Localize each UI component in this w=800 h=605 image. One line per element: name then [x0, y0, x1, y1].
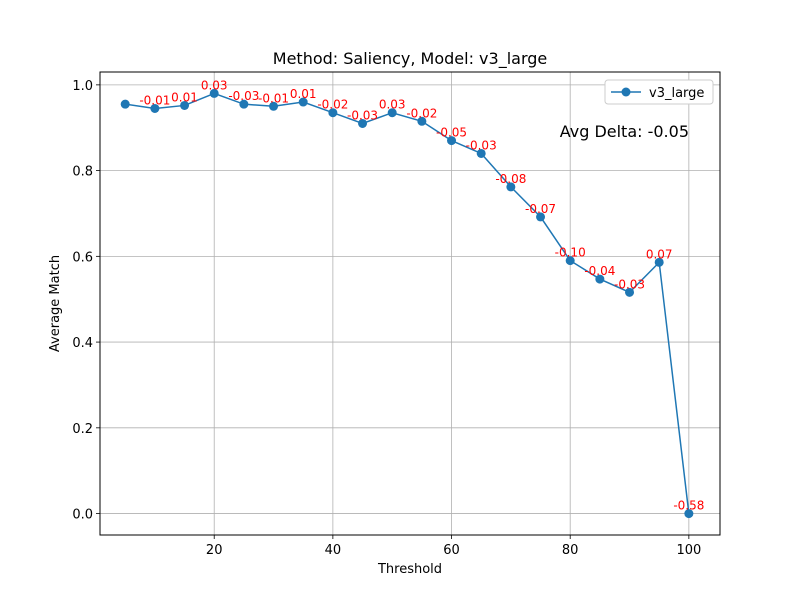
plot-frame: [99, 71, 721, 536]
series-line-v3-large: [125, 92, 690, 514]
delta-label: -0.08: [495, 172, 526, 186]
delta-label: -0.05: [436, 126, 467, 140]
delta-label: -0.03: [228, 89, 259, 103]
y-tick-label: 1.0: [72, 79, 93, 94]
data-point: [447, 136, 457, 146]
legend-marker-swatch: [621, 87, 631, 97]
data-point: [328, 108, 338, 118]
data-point: [239, 99, 249, 109]
delta-label: 0.01: [290, 87, 317, 101]
x-tick-label: 20: [206, 543, 223, 558]
y-axis-title: Average Match: [48, 255, 63, 352]
data-point: [595, 274, 605, 284]
y-tick-label: 0.4: [72, 336, 93, 351]
x-axis-title: Threshold: [377, 562, 442, 577]
delta-label: -0.02: [406, 106, 437, 120]
data-point: [476, 148, 486, 158]
legend-label: v3_large: [649, 86, 704, 101]
delta-label: -0.07: [525, 202, 556, 216]
delta-label: 0.03: [201, 78, 228, 92]
data-point: [150, 103, 160, 113]
data-point: [625, 287, 635, 297]
x-tick-label: 80: [562, 543, 579, 558]
annotation-layer: -0.01 0.010.03-0.03-0.01 0.01-0.02-0.030.0…: [139, 78, 704, 512]
data-point: [506, 182, 516, 192]
delta-label: -0.01: [139, 93, 170, 107]
x-tick-label: 60: [443, 543, 460, 558]
data-point: [684, 509, 694, 519]
data-point: [654, 257, 664, 267]
delta-label: -0.58: [673, 499, 704, 513]
data-point: [358, 118, 368, 128]
data-point: [536, 212, 546, 222]
data-point: [209, 88, 219, 98]
legend: v3_large: [604, 79, 714, 105]
delta-label: -0.01: [258, 91, 289, 105]
delta-label: -0.03: [347, 108, 378, 122]
y-tick-label: 0.0: [72, 508, 93, 523]
delta-label: -0.10: [555, 246, 586, 260]
data-point: [180, 100, 190, 110]
delta-label: -0.03: [466, 138, 497, 152]
data-point: [120, 99, 130, 109]
y-tick-label: 0.2: [72, 422, 93, 437]
delta-label: -0.04: [584, 264, 615, 278]
delta-label: 0.01: [171, 90, 198, 104]
avg-delta-annotation: Avg Delta: -0.05: [560, 122, 689, 141]
data-point: [565, 256, 575, 266]
data-point: [387, 108, 397, 118]
delta-label: -0.02: [317, 98, 348, 112]
delta-label: -0.03: [614, 277, 645, 291]
delta-label: 0.03: [379, 98, 406, 112]
y-tick-label: 0.8: [72, 165, 93, 180]
data-point: [269, 101, 279, 111]
legend-box: [604, 79, 714, 105]
x-tick-label: 100: [676, 543, 701, 558]
data-point: [417, 116, 427, 126]
chart-title: Method: Saliency, Model: v3_large: [273, 49, 547, 69]
x-tick-label: 40: [325, 543, 342, 558]
data-point: [298, 97, 308, 107]
delta-label: 0.07: [646, 247, 673, 261]
series-layer: [120, 88, 694, 519]
tick-layer: 20 40 60 80 100 0.0 0.2 0.4 0.6 0.8 1.0: [72, 79, 701, 558]
y-tick-label: 0.6: [72, 250, 93, 265]
